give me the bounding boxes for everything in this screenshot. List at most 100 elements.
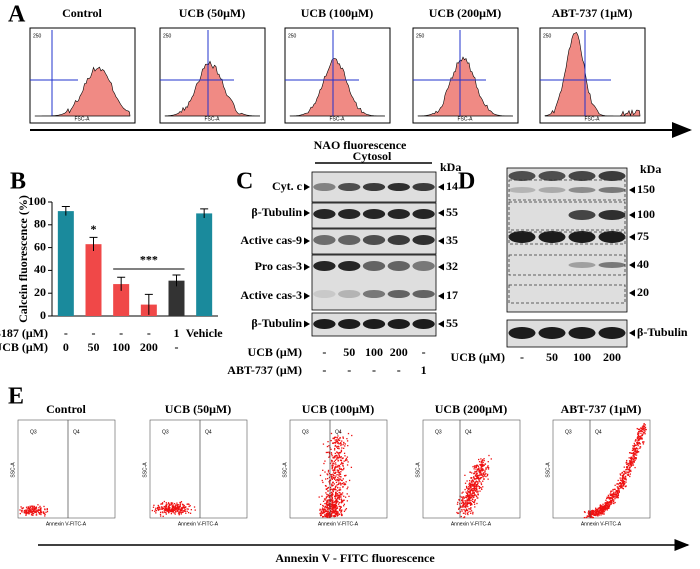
dot: [612, 500, 615, 503]
dot: [477, 485, 479, 487]
condition-value: -: [347, 363, 351, 377]
dot: [462, 503, 465, 505]
dot: [333, 504, 335, 507]
treatment-value: -: [92, 326, 96, 340]
dot: [482, 464, 484, 466]
dot: [336, 487, 339, 489]
dot: [324, 507, 326, 509]
dot: [334, 497, 336, 500]
dot: [470, 484, 472, 486]
dot: [478, 476, 480, 479]
dot: [634, 466, 636, 469]
dot: [334, 496, 336, 498]
arrow-marker: [629, 186, 635, 194]
dot: [635, 458, 637, 460]
condition-label: ABT-737 (μM): [227, 363, 302, 377]
dot: [35, 512, 38, 514]
dot: [473, 485, 475, 487]
dot: [323, 510, 325, 512]
dot: [174, 513, 176, 515]
dot: [632, 464, 635, 466]
dot: [183, 504, 185, 507]
dot: [462, 500, 464, 502]
dot: [338, 489, 340, 491]
dot: [601, 512, 604, 514]
dot: [179, 503, 181, 505]
dot: [329, 511, 332, 513]
dot: [596, 508, 598, 511]
dot: [472, 466, 474, 468]
dot: [340, 494, 342, 496]
dot: [335, 501, 338, 503]
band: [387, 235, 410, 245]
dot: [32, 505, 34, 507]
dot: [24, 509, 27, 511]
dot: [328, 513, 330, 516]
dot: [620, 484, 622, 486]
dot: [331, 500, 333, 503]
dot: [471, 488, 473, 490]
dot: [157, 504, 159, 507]
dot: [637, 442, 639, 444]
dot: [623, 480, 626, 483]
dot: [622, 477, 624, 479]
dot: [473, 465, 476, 467]
dot: [332, 506, 334, 509]
band: [412, 319, 435, 329]
band: [412, 209, 435, 219]
dot: [470, 502, 473, 505]
dot: [331, 453, 333, 455]
dot: [586, 515, 588, 517]
dot: [594, 509, 597, 511]
dot: [484, 470, 486, 472]
dot: [611, 501, 613, 503]
dot: [628, 463, 630, 465]
dot: [335, 508, 337, 510]
band: [338, 209, 361, 219]
dot: [633, 453, 635, 455]
dot: [479, 486, 481, 489]
dot: [608, 506, 610, 508]
dot: [476, 469, 479, 471]
dot: [326, 515, 328, 517]
scatter-title: ABT-737 (1μM): [561, 402, 642, 416]
dot: [31, 512, 33, 514]
dot: [461, 499, 463, 501]
dot: [457, 501, 459, 504]
axis-tick: 250: [33, 33, 42, 39]
dot: [588, 514, 590, 516]
band: [313, 183, 336, 191]
dot: [337, 483, 340, 486]
dot: [343, 460, 345, 462]
dot: [35, 511, 37, 513]
band: [313, 319, 336, 329]
dashed-box: [508, 179, 626, 201]
dot: [644, 426, 647, 429]
dot: [334, 493, 337, 495]
arrow-marker: [629, 261, 635, 269]
dot: [469, 491, 472, 493]
dot: [333, 508, 335, 511]
dot: [596, 509, 598, 511]
dot: [330, 448, 332, 451]
dot: [330, 507, 332, 509]
dot: [605, 506, 607, 508]
dot: [25, 509, 27, 512]
dot: [595, 514, 597, 517]
dot: [173, 505, 175, 508]
band: [508, 171, 536, 181]
dot: [473, 487, 475, 490]
dot: [332, 442, 334, 444]
dot: [480, 464, 482, 466]
dot: [188, 503, 190, 505]
dot: [181, 509, 183, 512]
dot: [154, 510, 156, 513]
dot: [470, 497, 472, 499]
dot: [629, 461, 631, 463]
dot: [604, 506, 607, 509]
dot: [344, 445, 346, 447]
dot: [346, 456, 349, 458]
dot: [332, 490, 334, 492]
condition-value: -: [520, 350, 524, 364]
dot: [479, 472, 481, 474]
